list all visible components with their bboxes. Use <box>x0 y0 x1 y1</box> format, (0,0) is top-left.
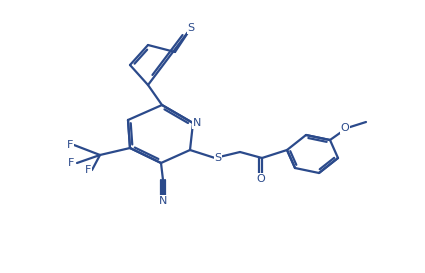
Text: O: O <box>340 123 349 133</box>
Text: F: F <box>85 165 91 175</box>
Text: S: S <box>187 23 195 33</box>
Text: O: O <box>257 174 265 184</box>
Text: F: F <box>67 140 73 150</box>
Text: S: S <box>215 153 221 163</box>
Text: N: N <box>193 118 201 128</box>
Text: F: F <box>68 158 74 168</box>
Text: N: N <box>159 196 167 206</box>
